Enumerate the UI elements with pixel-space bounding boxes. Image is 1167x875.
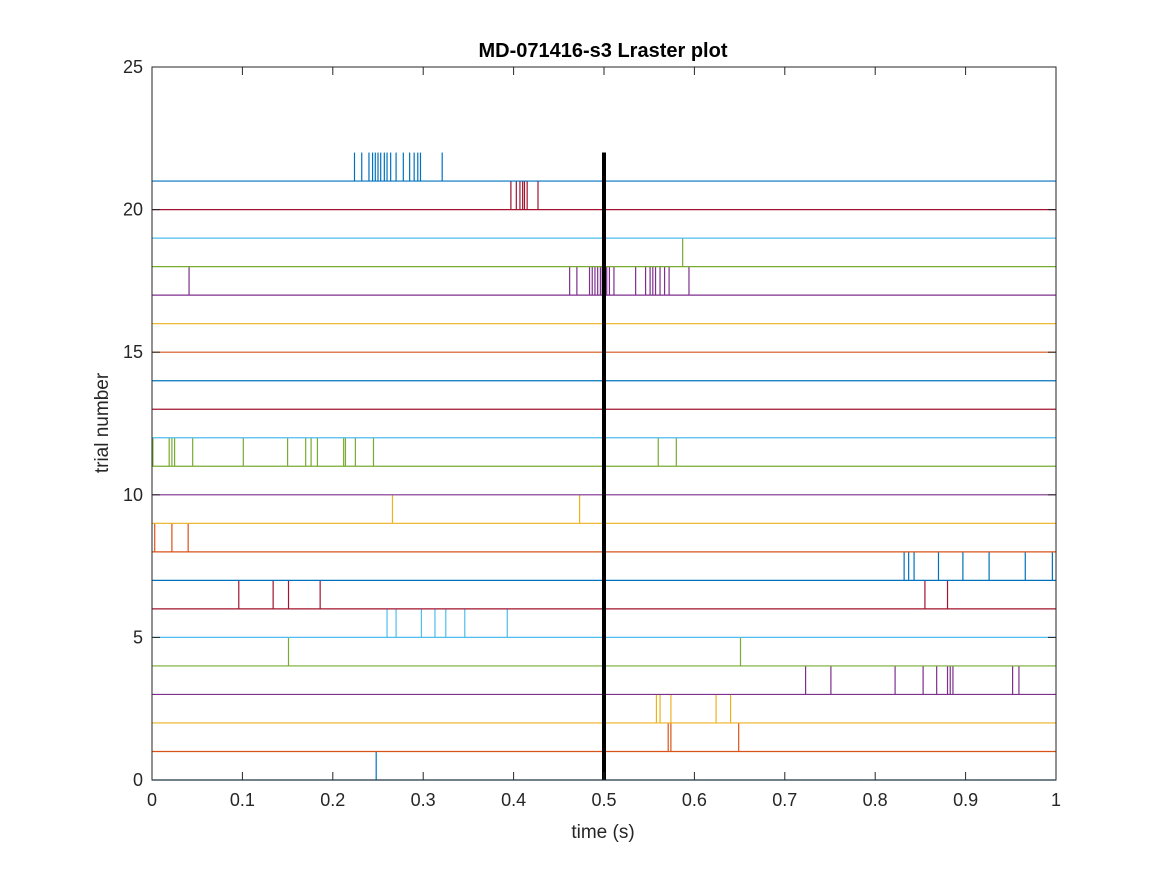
x-tick-label: 1 — [1051, 790, 1061, 810]
x-tick-label: 0.6 — [682, 790, 707, 810]
y-tick-label: 0 — [133, 770, 143, 790]
chart-title: MD-071416-s3 Lraster plot — [479, 40, 728, 62]
y-axis-label: trial number — [92, 372, 113, 473]
x-tick-label: 0.4 — [501, 790, 526, 810]
trial-22 — [152, 152, 1056, 182]
x-axis-label: time (s) — [571, 822, 634, 843]
y-tick-label: 5 — [133, 627, 143, 647]
x-tick-label: 0.5 — [591, 790, 616, 810]
x-tick-label: 0.1 — [230, 790, 255, 810]
y-tick-label: 25 — [123, 57, 143, 77]
y-tick-label: 15 — [123, 342, 143, 362]
x-tick-label: 0.2 — [320, 790, 345, 810]
x-tick-label: 0.8 — [863, 790, 888, 810]
x-tick-label: 0.3 — [411, 790, 436, 810]
x-tick-label: 0.9 — [953, 790, 978, 810]
y-tick-label: 20 — [123, 200, 143, 220]
x-tick-label: 0 — [147, 790, 157, 810]
y-tick-label: 10 — [123, 485, 143, 505]
x-tick-label: 0.7 — [772, 790, 797, 810]
